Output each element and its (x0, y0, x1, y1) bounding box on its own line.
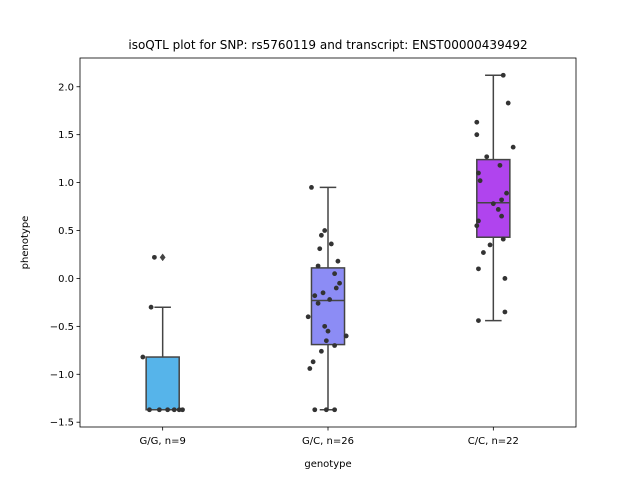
data-point (474, 223, 480, 229)
data-point (487, 242, 493, 248)
data-point (335, 258, 341, 264)
data-point (323, 338, 329, 344)
data-point (312, 293, 318, 299)
data-point (499, 197, 504, 203)
data-point (322, 323, 328, 329)
data-point (502, 309, 508, 315)
y-tick-label: −0.5 (50, 322, 74, 333)
data-point (476, 170, 481, 176)
data-point (320, 290, 326, 296)
data-point (497, 162, 503, 168)
data-point (156, 407, 162, 413)
data-point (332, 343, 338, 348)
data-point (315, 300, 321, 306)
y-axis: −1.5 −1.0 −0.5 0.0 0.5 1.0 1.5 2.0 (50, 82, 80, 429)
data-point (322, 228, 328, 233)
data-point (510, 144, 516, 150)
data-point (481, 250, 486, 255)
data-point (337, 280, 342, 286)
x-axis: G/G, n=9 G/C, n=26 C/C, n=22 (140, 427, 519, 447)
y-axis-label: phenotype (20, 216, 31, 270)
x-tick-label: C/C, n=22 (468, 436, 519, 447)
x-axis-label: genotype (304, 459, 351, 470)
data-point (323, 407, 329, 413)
data-point (147, 407, 152, 413)
data-point (504, 190, 509, 196)
data-point (490, 201, 496, 207)
box-2 (476, 158, 511, 238)
data-point (499, 213, 504, 219)
y-tick-label: 1.0 (58, 178, 74, 189)
data-point (333, 285, 339, 291)
data-point (474, 132, 480, 138)
data-point (500, 236, 506, 242)
data-point (165, 407, 171, 413)
data-point (180, 407, 185, 413)
y-tick-label: 1.5 (58, 130, 74, 141)
data-point (474, 119, 480, 125)
y-tick-label: 2.0 (58, 82, 74, 93)
data-point (318, 232, 324, 238)
data-point (140, 354, 146, 360)
data-point (307, 366, 313, 371)
data-point (476, 318, 481, 324)
data-point (171, 407, 177, 413)
box-0 (145, 356, 180, 411)
data-point (315, 263, 321, 269)
y-tick-label: 0.5 (58, 226, 74, 237)
data-point (317, 246, 323, 252)
data-point (477, 178, 483, 184)
data-point (476, 266, 481, 272)
data-point (343, 333, 349, 339)
data-point (176, 407, 182, 413)
data-point (305, 314, 311, 320)
data-point (328, 241, 334, 247)
y-tick-label: 0.0 (58, 274, 74, 285)
data-point (318, 348, 324, 354)
x-tick-label: G/G, n=9 (140, 436, 186, 447)
data-point (495, 207, 501, 212)
y-tick-label: −1.0 (50, 370, 74, 381)
data-point (332, 407, 338, 413)
x-tick-label: G/C, n=26 (302, 436, 354, 447)
data-point (327, 297, 333, 302)
data-point (152, 254, 157, 260)
data-point (325, 328, 331, 334)
data-point (502, 276, 508, 281)
data-point (500, 72, 506, 78)
y-tick-label: −1.5 (50, 418, 74, 429)
data-point (476, 218, 481, 224)
chart-title: isoQTL plot for SNP: rs5760119 and trans… (128, 38, 527, 52)
data-point (505, 100, 511, 106)
data-point (148, 304, 154, 310)
outlier-marker (159, 253, 166, 262)
data-point (310, 359, 316, 365)
data-point (332, 271, 338, 277)
data-point (309, 184, 314, 190)
plot-area (140, 72, 516, 413)
data-point (484, 154, 490, 160)
data-point (312, 407, 318, 413)
